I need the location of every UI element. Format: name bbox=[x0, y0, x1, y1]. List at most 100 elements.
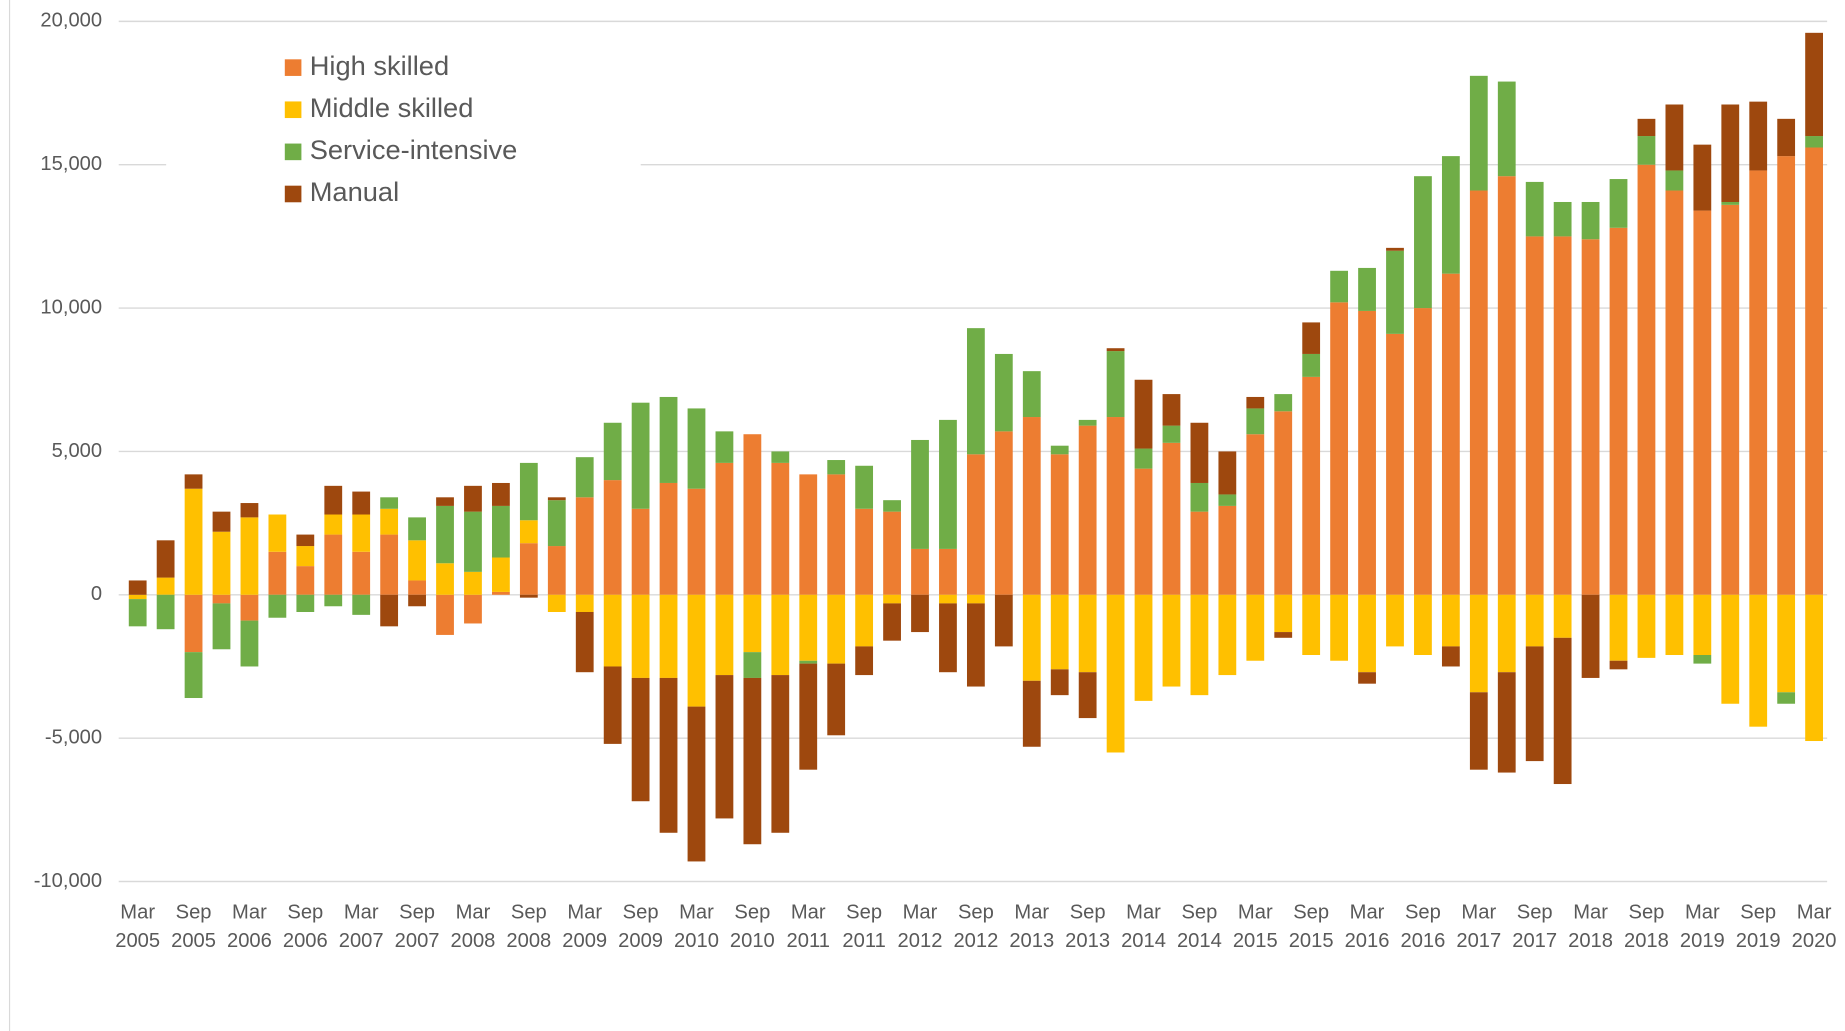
bar bbox=[1246, 396, 1265, 409]
x-tick-label: Mar 2011 bbox=[786, 900, 830, 952]
bar bbox=[1078, 419, 1097, 426]
bar bbox=[827, 460, 846, 475]
bar bbox=[631, 677, 650, 802]
bar bbox=[855, 646, 874, 676]
bar bbox=[1497, 594, 1516, 673]
x-tick-label-box: Sep 2017 bbox=[1512, 900, 1557, 951]
bar bbox=[1525, 594, 1544, 647]
bar bbox=[492, 482, 510, 506]
bar bbox=[324, 534, 343, 595]
x-tick-label: Mar 2013 bbox=[1009, 900, 1055, 952]
bar bbox=[659, 677, 678, 833]
bar bbox=[771, 675, 790, 833]
x-tick-label-box: Mar 2012 bbox=[898, 900, 943, 951]
x-tick-label: Sep 2012 bbox=[953, 900, 999, 952]
bar bbox=[771, 594, 790, 676]
bar bbox=[1777, 692, 1796, 704]
bar bbox=[1302, 322, 1321, 354]
x-tick-label-box: Sep 2018 bbox=[1624, 900, 1669, 951]
x-tick-label: Sep 2005 bbox=[171, 900, 216, 952]
x-tick-label: Sep 2006 bbox=[282, 900, 328, 952]
bar bbox=[436, 497, 454, 506]
bar bbox=[743, 594, 762, 653]
bar bbox=[1050, 454, 1069, 595]
bar bbox=[911, 548, 929, 595]
bar bbox=[1134, 594, 1153, 701]
x-tick-label: Mar 2006 bbox=[226, 900, 272, 952]
bar bbox=[1386, 333, 1404, 595]
x-tick-label: Mar 2009 bbox=[562, 900, 608, 952]
bar bbox=[1330, 594, 1349, 661]
x-tick-label-box: Mar 2008 bbox=[451, 900, 496, 951]
bar bbox=[1637, 118, 1656, 137]
bar bbox=[380, 508, 399, 535]
bar bbox=[1665, 170, 1684, 191]
bar bbox=[1805, 594, 1823, 742]
bar bbox=[939, 548, 957, 595]
bar bbox=[1190, 422, 1209, 483]
x-tick-label: Mar 2019 bbox=[1679, 900, 1725, 952]
bar bbox=[1050, 445, 1069, 455]
bar bbox=[156, 594, 175, 630]
bar bbox=[1525, 181, 1544, 237]
x-tick-label-box: Mar 2020 bbox=[1791, 900, 1837, 952]
bar bbox=[240, 594, 259, 621]
bar bbox=[603, 422, 622, 481]
legend-swatch bbox=[284, 101, 302, 119]
bar bbox=[547, 500, 566, 547]
bar bbox=[1469, 75, 1488, 191]
bar bbox=[631, 402, 650, 509]
x-tick-label: Mar 2015 bbox=[1232, 900, 1278, 952]
x-tick-label: Mar 2020 bbox=[1791, 900, 1837, 952]
bar bbox=[1637, 136, 1656, 165]
bar bbox=[352, 514, 371, 552]
bar bbox=[1609, 179, 1628, 228]
bar bbox=[128, 599, 147, 627]
bar bbox=[715, 594, 734, 676]
bar bbox=[1553, 201, 1572, 237]
bar bbox=[240, 503, 259, 518]
bar bbox=[380, 594, 399, 627]
x-tick-label-box: Mar 2015 bbox=[1232, 900, 1278, 952]
bar bbox=[156, 540, 175, 578]
bar bbox=[855, 465, 874, 509]
bar bbox=[1302, 376, 1321, 595]
x-tick-label-box: Mar 2016 bbox=[1344, 900, 1390, 952]
bar bbox=[1190, 594, 1209, 696]
bar bbox=[1050, 594, 1069, 670]
bar bbox=[1274, 411, 1293, 595]
bar bbox=[1022, 371, 1041, 418]
x-tick-label: Sep 2013 bbox=[1065, 900, 1111, 952]
x-tick-label-box: Mar 2006 bbox=[226, 900, 272, 952]
bar bbox=[603, 666, 622, 744]
x-tick-label-box: Mar 2005 bbox=[115, 900, 160, 951]
bar bbox=[380, 534, 399, 595]
y-tick-label: 0 bbox=[91, 583, 102, 605]
bar bbox=[1441, 156, 1460, 274]
bar bbox=[547, 594, 566, 612]
bar bbox=[1805, 147, 1823, 595]
bar bbox=[1358, 594, 1376, 673]
bar bbox=[1609, 660, 1628, 670]
bar bbox=[1469, 692, 1488, 770]
bar bbox=[1441, 646, 1460, 667]
bar bbox=[911, 439, 929, 549]
x-tick-label: Sep 2009 bbox=[618, 900, 664, 952]
x-tick-label: Sep 2007 bbox=[394, 900, 440, 952]
bar bbox=[1386, 594, 1404, 647]
bar bbox=[268, 551, 287, 595]
x-tick-label-box: Mar 2010 bbox=[674, 900, 719, 951]
bar bbox=[1609, 227, 1628, 595]
bar bbox=[1581, 594, 1600, 678]
bar bbox=[715, 675, 734, 819]
x-tick-label-box: Sep 2012 bbox=[953, 900, 999, 952]
bar bbox=[1749, 101, 1768, 171]
bar bbox=[911, 594, 929, 633]
bar bbox=[492, 505, 510, 558]
x-tick-label: Mar 2016 bbox=[1344, 900, 1390, 952]
bar bbox=[380, 497, 399, 509]
bar bbox=[659, 396, 678, 483]
bar bbox=[296, 566, 315, 595]
bar bbox=[240, 517, 259, 595]
